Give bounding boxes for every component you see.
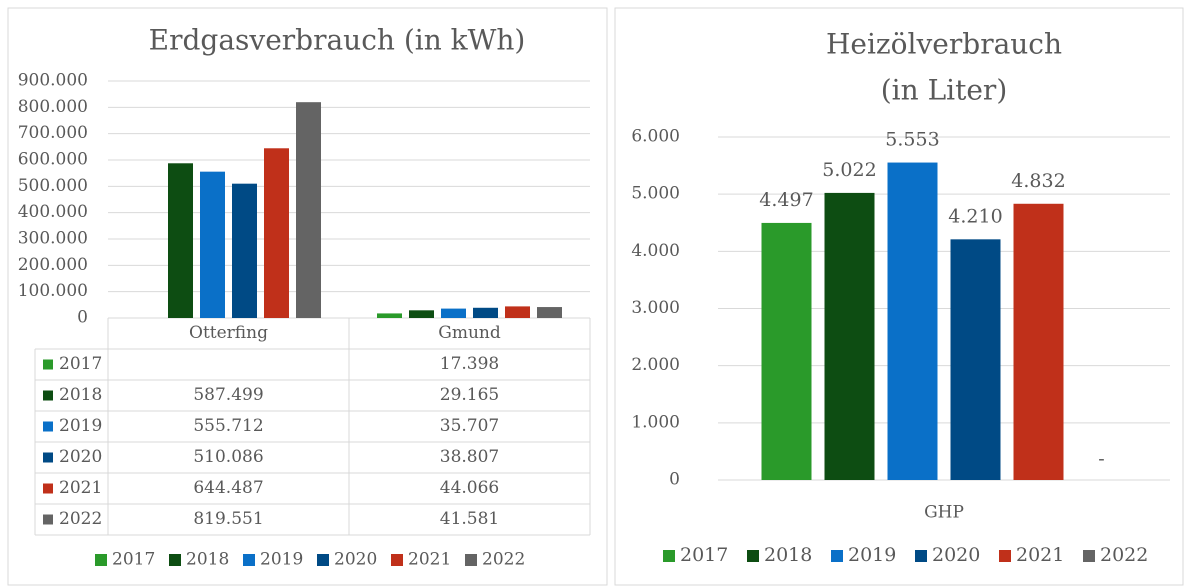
table-header: Gmund [438, 323, 501, 343]
y-tick-label: 700.000 [18, 123, 88, 143]
y-tick-label: 400.000 [18, 202, 88, 222]
y-tick-label: 4.000 [631, 241, 680, 261]
legend-key [243, 554, 255, 566]
table-row-label: 2018 [59, 385, 102, 405]
y-tick-label: 5.000 [631, 184, 680, 204]
bar [409, 310, 434, 318]
data-label: 5.553 [885, 129, 939, 151]
legend-label: 2020 [932, 544, 980, 566]
legend-key [169, 554, 181, 566]
legend-label: 2018 [186, 550, 229, 570]
data-label: 4.832 [1011, 170, 1065, 192]
bar [537, 307, 562, 318]
bar [232, 183, 257, 318]
legend-label: 2019 [260, 550, 303, 570]
bar [1013, 203, 1064, 480]
legend-label: 2017 [112, 550, 155, 570]
y-tick-label: 0 [669, 470, 680, 490]
legend-key [391, 554, 403, 566]
data-label: - [1098, 448, 1104, 470]
legend-key [915, 550, 927, 562]
bar [761, 222, 812, 480]
legend-label: 2019 [848, 544, 896, 566]
table-legend-key [43, 452, 53, 463]
y-tick-label: 600.000 [18, 150, 88, 170]
legend-key [831, 550, 843, 562]
legend-key [663, 550, 675, 562]
table-cell: 44.066 [440, 478, 499, 498]
table-cell: 587.499 [193, 385, 263, 405]
legend-label: 2018 [764, 544, 812, 566]
table-cell: 510.086 [193, 447, 263, 467]
legend-label: 2021 [408, 550, 451, 570]
table-cell: 41.581 [440, 509, 499, 529]
legend-label: 2022 [1100, 544, 1148, 566]
bar [200, 171, 225, 318]
y-tick-label: 3.000 [631, 298, 680, 318]
table-cell: 38.807 [440, 447, 499, 467]
bar [887, 162, 938, 480]
table-row-label: 2021 [59, 478, 102, 498]
bar [505, 306, 530, 318]
y-tick-label: 1.000 [631, 412, 680, 432]
bar [441, 308, 466, 318]
bar [264, 148, 289, 318]
bar [296, 102, 321, 318]
y-tick-label: 100.000 [18, 281, 88, 301]
legend-label: 2020 [334, 550, 377, 570]
y-tick-label: 800.000 [18, 97, 88, 117]
table-legend-key [43, 483, 53, 494]
table-row-label: 2022 [59, 509, 102, 529]
chart-title: Erdgasverbrauch (in kWh) [149, 24, 526, 57]
legend-key [95, 554, 107, 566]
chart-title: (in Liter) [881, 74, 1008, 107]
bar [950, 239, 1001, 480]
legend-label: 2017 [680, 544, 728, 566]
table-cell: 555.712 [193, 416, 263, 436]
x-tick-label: GHP [924, 503, 964, 523]
data-label: 5.022 [822, 159, 876, 181]
table-legend-key [43, 359, 53, 370]
bar [473, 307, 498, 318]
table-row-label: 2020 [59, 447, 102, 467]
table-cell: 819.551 [193, 509, 263, 529]
bar [168, 163, 193, 318]
legend-key [317, 554, 329, 566]
y-tick-label: 200.000 [18, 255, 88, 275]
table-header: Otterfing [189, 323, 268, 343]
legend-key [999, 550, 1011, 562]
bar [377, 313, 402, 318]
legend-key [1083, 550, 1095, 562]
legend-label: 2021 [1016, 544, 1064, 566]
bar [824, 192, 875, 480]
legend-label: 2022 [482, 550, 525, 570]
table-cell: 29.165 [440, 385, 499, 405]
table-cell: 17.398 [440, 354, 499, 374]
data-label: 4.497 [759, 189, 813, 211]
table-row-label: 2019 [59, 416, 102, 436]
table-legend-key [43, 390, 53, 401]
data-label: 4.210 [948, 205, 1002, 227]
chart-title: Heizölverbrauch [826, 28, 1062, 61]
y-tick-label: 300.000 [18, 229, 88, 249]
y-tick-label: 0 [77, 308, 88, 328]
table-cell: 644.487 [193, 478, 263, 498]
y-tick-label: 900.000 [18, 71, 88, 91]
legend-key [465, 554, 477, 566]
table-legend-key [43, 514, 53, 525]
legend-key [747, 550, 759, 562]
table-legend-key [43, 421, 53, 432]
table-row-label: 2017 [59, 354, 102, 374]
y-tick-label: 2.000 [631, 355, 680, 375]
y-tick-label: 500.000 [18, 176, 88, 196]
table-cell: 35.707 [440, 416, 499, 436]
y-tick-label: 6.000 [631, 127, 680, 147]
